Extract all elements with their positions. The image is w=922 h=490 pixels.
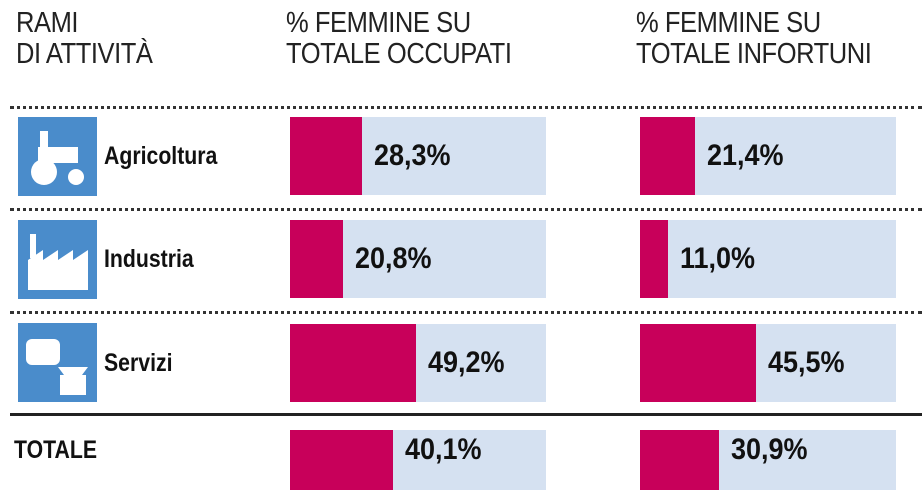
icon-graphic xyxy=(31,131,84,185)
icon-graphic xyxy=(26,339,88,395)
icon-agricoltura xyxy=(18,117,97,196)
value-label: 28,3% xyxy=(374,139,452,172)
category-label: Agricoltura xyxy=(104,142,218,170)
value-label: 45,5% xyxy=(768,346,846,379)
value-label: 20,8% xyxy=(355,242,432,275)
separator xyxy=(10,208,922,211)
separator xyxy=(10,311,922,314)
category-label: Servizi xyxy=(104,349,173,377)
column-header-line: TOTALE OCCUPATI xyxy=(286,38,512,70)
bar xyxy=(290,430,393,490)
column-header-line: % FEMMINE SU xyxy=(636,7,821,39)
separator xyxy=(10,106,922,109)
separator xyxy=(10,413,922,416)
icon-industria xyxy=(18,220,97,299)
value-label: 49,2% xyxy=(427,346,505,379)
value-label: 11,0% xyxy=(680,242,756,275)
value-label: 40,1% xyxy=(404,433,482,466)
column-header: % FEMMINE SU TOTALE INFORTUNI xyxy=(636,8,904,70)
bar xyxy=(640,220,669,298)
column-header: % FEMMINE SU TOTALE OCCUPATI xyxy=(286,8,542,70)
bar xyxy=(640,324,757,402)
icon-servizi xyxy=(18,323,97,402)
bar xyxy=(640,117,695,195)
category-label: TOTALE xyxy=(14,436,98,464)
row-header-line: DI ATTIVITÀ xyxy=(16,38,153,70)
value-label: 21,4% xyxy=(706,139,784,172)
icon-graphic xyxy=(28,234,88,290)
bar-track xyxy=(640,220,896,298)
row-header-line: RAMI xyxy=(16,7,79,39)
bar xyxy=(290,324,416,402)
page: RAMI DI ATTIVITÀ (() => { const data = J… xyxy=(10,7,922,490)
bar xyxy=(640,430,720,490)
bar xyxy=(290,117,363,195)
column-header-line: % FEMMINE SU xyxy=(286,7,471,39)
category-label: Industria xyxy=(104,245,194,273)
column-header-line: TOTALE INFORTUNI xyxy=(636,38,872,70)
row-header: RAMI DI ATTIVITÀ xyxy=(16,8,171,70)
bar xyxy=(290,220,344,298)
value-label: 30,9% xyxy=(731,433,808,466)
